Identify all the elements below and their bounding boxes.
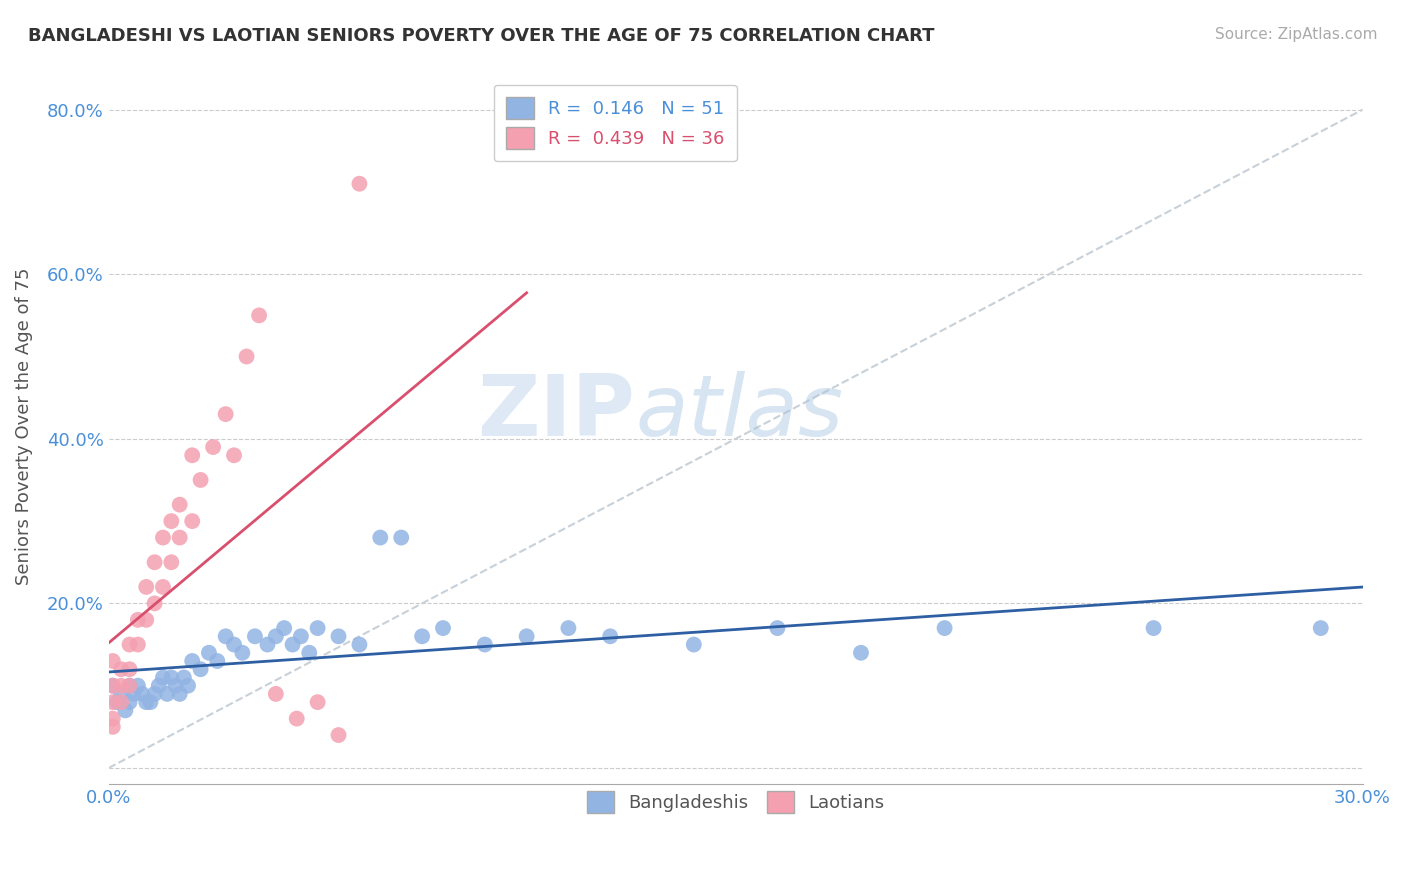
- Point: [160, 514, 183, 528]
- Point: [173, 670, 195, 684]
- Point: [231, 646, 253, 660]
- Point: [160, 555, 183, 569]
- Point: [110, 695, 132, 709]
- Point: [101, 679, 124, 693]
- Point: [152, 580, 174, 594]
- Point: [214, 629, 236, 643]
- Point: [152, 531, 174, 545]
- Point: [368, 531, 391, 545]
- Point: [156, 687, 179, 701]
- Point: [307, 621, 329, 635]
- Point: [152, 670, 174, 684]
- Point: [264, 629, 287, 643]
- Point: [160, 670, 183, 684]
- Point: [190, 662, 212, 676]
- Point: [169, 531, 191, 545]
- Point: [298, 646, 321, 660]
- Point: [290, 629, 312, 643]
- Legend: Bangladeshis, Laotians: Bangladeshis, Laotians: [574, 778, 897, 825]
- Point: [118, 679, 141, 693]
- Point: [127, 638, 149, 652]
- Point: [105, 695, 128, 709]
- Point: [281, 638, 304, 652]
- Point: [127, 613, 149, 627]
- Point: [222, 448, 245, 462]
- Point: [273, 621, 295, 635]
- Point: [177, 679, 200, 693]
- Point: [110, 687, 132, 701]
- Point: [118, 662, 141, 676]
- Point: [207, 654, 229, 668]
- Point: [198, 646, 221, 660]
- Point: [110, 679, 132, 693]
- Point: [1142, 621, 1164, 635]
- Point: [181, 448, 204, 462]
- Point: [101, 720, 124, 734]
- Point: [214, 407, 236, 421]
- Text: Source: ZipAtlas.com: Source: ZipAtlas.com: [1215, 27, 1378, 42]
- Point: [143, 555, 166, 569]
- Point: [235, 350, 257, 364]
- Point: [139, 695, 162, 709]
- Point: [131, 687, 153, 701]
- Point: [148, 679, 170, 693]
- Point: [101, 654, 124, 668]
- Point: [247, 309, 270, 323]
- Point: [516, 629, 538, 643]
- Point: [599, 629, 621, 643]
- Point: [181, 654, 204, 668]
- Point: [766, 621, 789, 635]
- Point: [1309, 621, 1331, 635]
- Point: [110, 662, 132, 676]
- Point: [190, 473, 212, 487]
- Point: [256, 638, 278, 652]
- Point: [114, 703, 136, 717]
- Point: [264, 687, 287, 701]
- Text: ZIP: ZIP: [478, 371, 636, 454]
- Point: [432, 621, 454, 635]
- Point: [411, 629, 433, 643]
- Point: [243, 629, 266, 643]
- Text: BANGLADESHI VS LAOTIAN SENIORS POVERTY OVER THE AGE OF 75 CORRELATION CHART: BANGLADESHI VS LAOTIAN SENIORS POVERTY O…: [28, 27, 935, 45]
- Point: [135, 695, 157, 709]
- Point: [143, 596, 166, 610]
- Text: atlas: atlas: [636, 371, 844, 454]
- Point: [285, 712, 308, 726]
- Point: [101, 695, 124, 709]
- Point: [474, 638, 496, 652]
- Point: [118, 638, 141, 652]
- Point: [101, 679, 124, 693]
- Point: [165, 679, 187, 693]
- Point: [127, 679, 149, 693]
- Y-axis label: Seniors Poverty Over the Age of 75: Seniors Poverty Over the Age of 75: [15, 268, 32, 585]
- Point: [349, 638, 371, 652]
- Point: [328, 728, 350, 742]
- Point: [135, 613, 157, 627]
- Point: [328, 629, 350, 643]
- Point: [181, 514, 204, 528]
- Point: [389, 531, 412, 545]
- Point: [169, 687, 191, 701]
- Point: [169, 498, 191, 512]
- Point: [122, 687, 145, 701]
- Point: [202, 440, 225, 454]
- Point: [307, 695, 329, 709]
- Point: [135, 580, 157, 594]
- Point: [682, 638, 704, 652]
- Point: [849, 646, 872, 660]
- Point: [557, 621, 579, 635]
- Point: [118, 695, 141, 709]
- Point: [934, 621, 956, 635]
- Point: [349, 177, 371, 191]
- Point: [222, 638, 245, 652]
- Point: [143, 687, 166, 701]
- Point: [118, 679, 141, 693]
- Point: [101, 712, 124, 726]
